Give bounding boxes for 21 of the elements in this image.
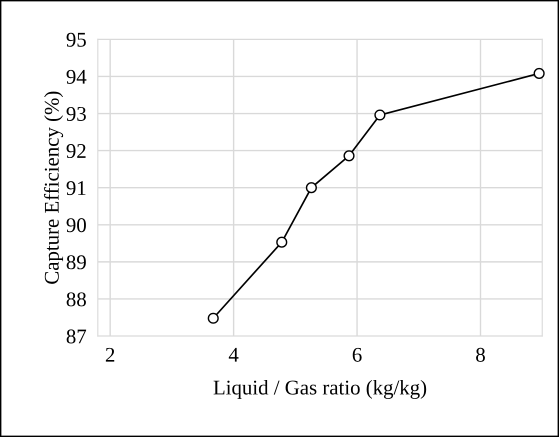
y-tick-label: 94: [66, 70, 86, 84]
y-tick-label: 95: [66, 32, 86, 47]
y-tick-label: 91: [66, 181, 86, 196]
x-tick-label: 8: [476, 348, 485, 362]
y-tick-label: 87: [66, 329, 86, 344]
point: [208, 312, 219, 324]
y-tick-label: 88: [66, 292, 86, 306]
point: [374, 109, 386, 121]
y-axis-title: Capture Efficiency (%): [44, 92, 64, 284]
y-tick-label: 89: [66, 255, 86, 270]
y-tick-label: 90: [66, 218, 86, 232]
y-tick-label: 93: [66, 106, 86, 121]
point: [343, 150, 355, 162]
y-tick-label: 92: [66, 144, 86, 158]
x-tick-label: 2: [106, 348, 114, 362]
x-tick-label: 4: [228, 348, 238, 362]
x-axis-title: Liquid / Gas ratio (kg/kg): [214, 380, 426, 399]
point: [276, 236, 288, 248]
x-tick-label: 6: [352, 348, 362, 362]
point: [306, 182, 317, 194]
point: [534, 68, 545, 80]
